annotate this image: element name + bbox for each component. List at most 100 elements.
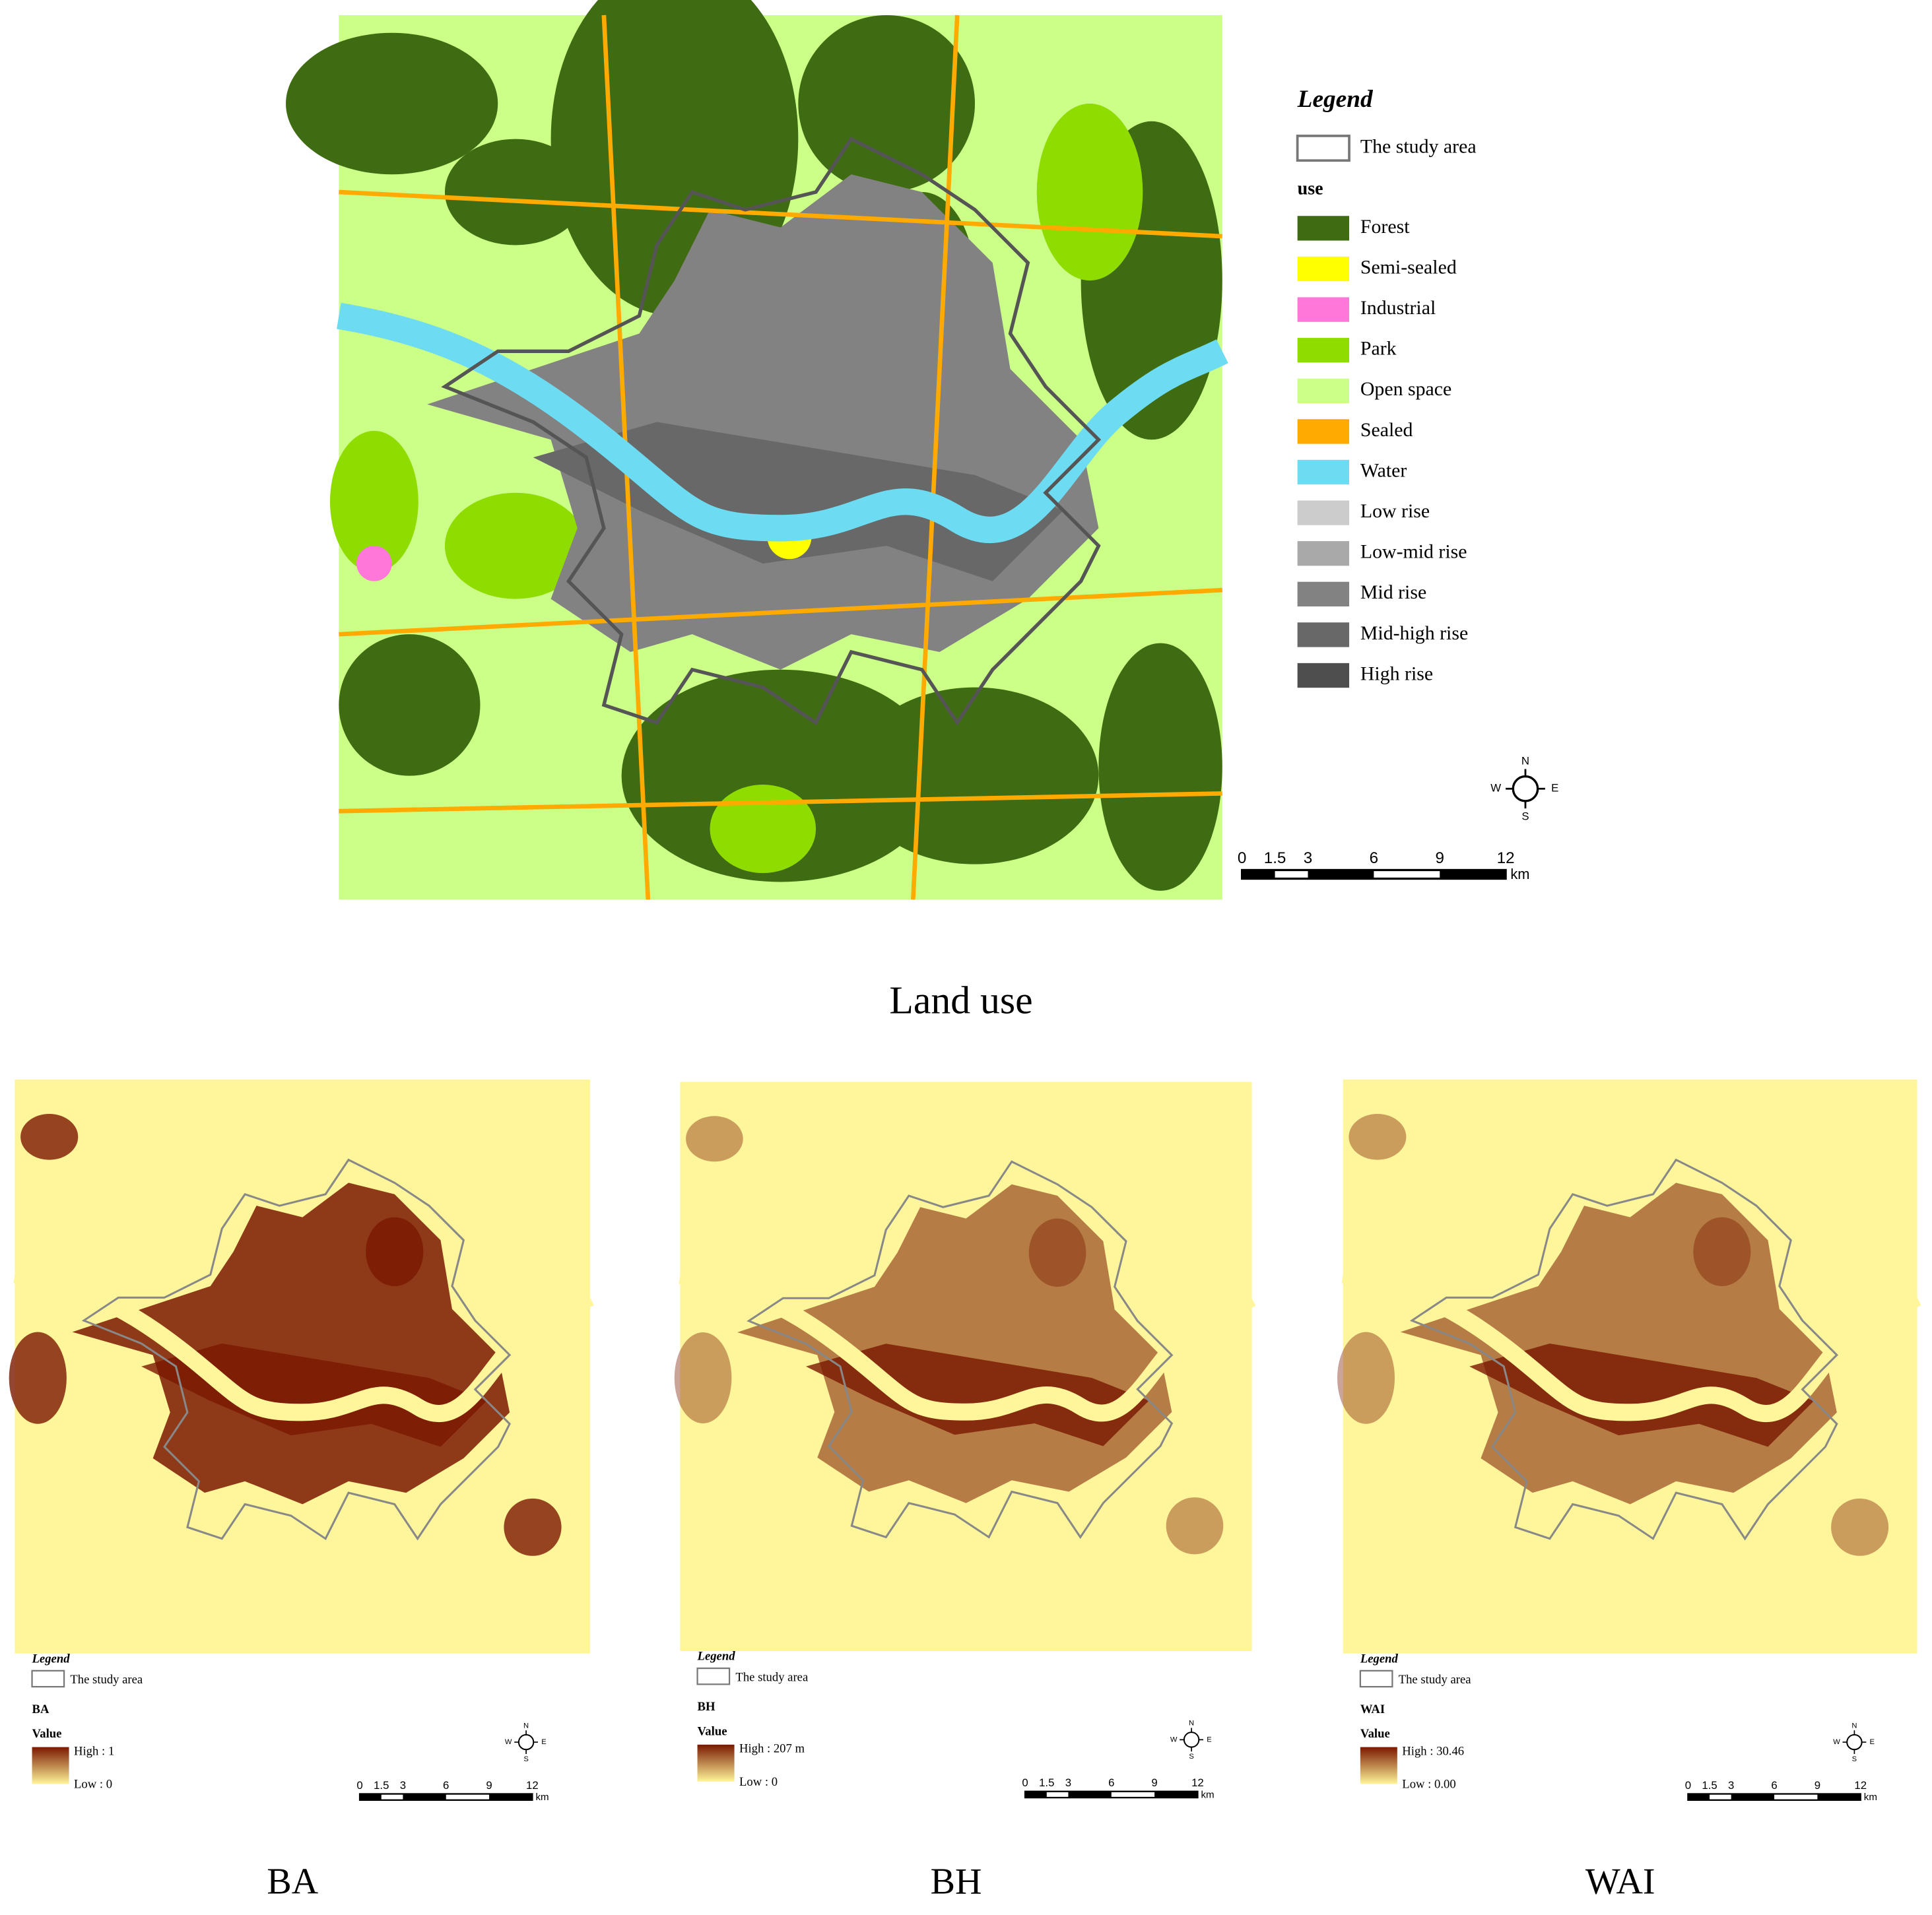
class-label: Mid-high rise: [1360, 622, 1468, 644]
outlying-cluster: [1166, 1497, 1224, 1555]
class-swatch: [1297, 500, 1350, 525]
class-label: Park: [1360, 338, 1397, 360]
compass-n: N: [1521, 755, 1529, 767]
class-swatch: [1297, 338, 1350, 363]
scale-segment: [360, 1794, 382, 1800]
compass-w: W: [1490, 782, 1501, 795]
scale-label: 12: [1191, 1776, 1204, 1789]
compass-w: W: [1170, 1736, 1178, 1743]
scale-unit: km: [1201, 1789, 1214, 1800]
low-label: Low : 0.00: [1402, 1778, 1455, 1792]
compass-ring: [1512, 775, 1539, 802]
scale-segment: [1025, 1791, 1047, 1798]
land-use-map: [286, 0, 1228, 900]
forest-patch: [798, 15, 976, 193]
study-area-swatch: [1359, 1670, 1393, 1688]
legend-title: Legend: [32, 1652, 71, 1666]
compass-ring: [1183, 1732, 1200, 1748]
class-label: Semi-sealed: [1360, 256, 1457, 278]
study-area-outline: [441, 137, 1102, 727]
outlying-cluster: [20, 1113, 79, 1160]
river: [337, 302, 1228, 543]
scale-label: 0: [1238, 849, 1247, 867]
study-area-label: The study area: [70, 1673, 143, 1687]
outlying-cluster: [1693, 1217, 1751, 1286]
forest-patch: [1098, 643, 1222, 891]
class-swatch: [1297, 459, 1350, 485]
outlying-cluster: [686, 1116, 743, 1162]
class-swatch: [1297, 256, 1350, 282]
compass-e: E: [1870, 1738, 1875, 1746]
value-title: Value: [698, 1724, 727, 1738]
value-ramp: [32, 1747, 69, 1784]
study-area-label: The study area: [735, 1670, 809, 1684]
class-swatch: [1297, 378, 1350, 403]
scale-label: 6: [1108, 1776, 1114, 1789]
raster-map: [674, 1082, 1256, 1651]
outlying-cluster: [9, 1332, 67, 1424]
compass-e: E: [1551, 782, 1558, 795]
raster-map: [1337, 1079, 1921, 1654]
raster-legend: Legend The study area BA Value High : 1 Low :…: [31, 1652, 549, 1803]
caption: BH: [931, 1861, 982, 1902]
legend-field: use: [1298, 178, 1323, 199]
class-label: Open space: [1360, 378, 1451, 400]
urban-core: [1469, 1343, 1815, 1447]
compass-s: S: [1852, 1755, 1857, 1763]
scale-unit: km: [1510, 866, 1529, 882]
scale-segment: [1308, 870, 1374, 879]
low-label: Low : 0: [739, 1775, 778, 1789]
scale-label: 9: [1435, 849, 1444, 867]
scale-label: 12: [1497, 849, 1515, 867]
compass-s: S: [1521, 810, 1529, 823]
study-area-label: The study area: [1399, 1673, 1472, 1687]
compass-n: N: [1189, 1720, 1194, 1728]
low-label: Low : 0: [74, 1778, 112, 1792]
study-area-outline: [81, 1158, 512, 1541]
class-label: Mid rise: [1360, 581, 1426, 603]
outlying-cluster: [366, 1217, 424, 1286]
scale-segment: [489, 1794, 533, 1800]
study-area-outline: [747, 1160, 1174, 1540]
park-patch: [329, 430, 418, 573]
scale-label: 1.5: [1264, 849, 1286, 867]
layer-name: BH: [698, 1700, 716, 1714]
urban-core: [141, 1343, 487, 1447]
scale-label: 12: [1854, 1779, 1867, 1792]
scale-label: 1.5: [1702, 1779, 1717, 1792]
forest-patch: [621, 669, 940, 882]
scale-label: 6: [1771, 1779, 1777, 1792]
scale-segment: [1242, 870, 1275, 879]
raster-map: [9, 1079, 594, 1654]
scale-label: 0: [356, 1779, 362, 1792]
class-label: Low-mid rise: [1360, 541, 1467, 563]
legend-title: Legend: [1360, 1652, 1399, 1666]
class-swatch: [1297, 297, 1350, 322]
river: [13, 1266, 594, 1423]
raster-legend: Legend The study area BH Value High : 207 m L…: [696, 1650, 1215, 1800]
scale-label: 0: [1022, 1776, 1028, 1789]
compass-s: S: [1189, 1753, 1193, 1761]
scale-segment: [1068, 1791, 1112, 1798]
outlying-cluster: [1349, 1113, 1407, 1160]
land-use-legend: Legend The study area use Forest Semi-sealed…: [1238, 86, 1559, 882]
compass-n: N: [523, 1722, 529, 1730]
study-area-swatch: [1296, 135, 1350, 162]
caption: Land use: [889, 979, 1032, 1022]
compass-ring: [517, 1734, 535, 1751]
study-area-swatch: [696, 1667, 731, 1685]
class-label: Low rise: [1360, 500, 1430, 522]
value-title: Value: [1360, 1727, 1390, 1741]
park-patch: [1036, 103, 1143, 281]
caption: BA: [267, 1861, 318, 1902]
study-area-outline: [1409, 1158, 1838, 1541]
high-label: High : 30.46: [1402, 1744, 1464, 1758]
scale-unit: km: [1864, 1792, 1877, 1803]
scale-label: 9: [1815, 1779, 1820, 1792]
compass-n: N: [1851, 1722, 1857, 1730]
forest-patch: [444, 139, 587, 245]
layer-name: WAI: [1360, 1703, 1385, 1716]
class-swatch: [1297, 216, 1350, 241]
scale-label: 3: [1065, 1776, 1071, 1789]
